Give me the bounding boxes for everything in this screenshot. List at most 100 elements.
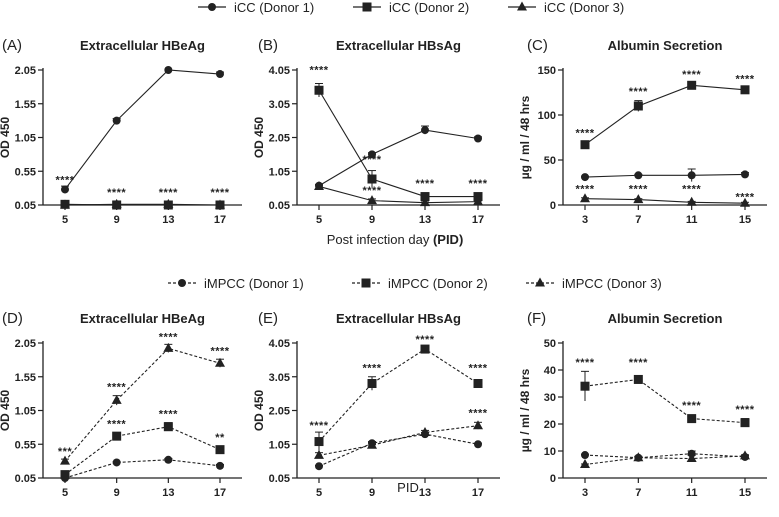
- data-point: [687, 171, 696, 180]
- data-point: [580, 193, 590, 203]
- series-circle: [315, 430, 482, 471]
- data-point: [581, 451, 589, 460]
- shared-xlabel-top-bold: (PID): [433, 232, 463, 247]
- data-point: [633, 101, 643, 111]
- significance-marker: ****: [468, 363, 487, 375]
- significance-marker: ****: [629, 183, 648, 195]
- data-point: [420, 344, 430, 354]
- legend-label: iMPCC (Donor 3): [562, 276, 662, 291]
- data-point: [163, 422, 173, 432]
- legend-icc: iCC (Donor 1) iCC (Donor 2) iCC (Donor 3): [198, 0, 624, 15]
- series-circle: [315, 125, 482, 190]
- x-tick-label: 3: [582, 487, 588, 499]
- series-triangle: [314, 420, 483, 459]
- data-point: [367, 379, 377, 388]
- chart-panel-b: (B) Extracellular HBsAg OD 450 0.05 1.05 2.05…: [252, 37, 500, 226]
- data-point: [741, 170, 749, 179]
- x-tick-label: 5: [316, 214, 322, 226]
- data-point: [634, 171, 643, 180]
- data-point: [686, 453, 697, 463]
- x-tick-label: 15: [739, 487, 751, 499]
- x-tick-label: 9: [369, 214, 375, 226]
- significance-marker: ****: [468, 408, 487, 420]
- chart-panel-a: (A) Extracellular HBeAg OD 450 0.05 0.55 1.05…: [0, 37, 242, 226]
- significance-marker: ****: [682, 400, 701, 412]
- legend-marker-triangle: [535, 277, 545, 287]
- series-line: [318, 129, 479, 187]
- significance-marker: **: [215, 432, 225, 444]
- significance-marker: ****: [682, 69, 701, 81]
- y-tick-label: 0.05: [15, 200, 36, 212]
- series-line: [64, 426, 221, 476]
- y-axis-label: OD 450: [252, 389, 266, 431]
- y-tick-label: 100: [538, 110, 556, 122]
- x-tick-label: 17: [214, 214, 226, 226]
- data-point: [473, 379, 483, 388]
- legend-impcc-item-3: iMPCC (Donor 3): [526, 276, 662, 291]
- chart-panel-d: (D) Extracellular HBeAg OD 450 0.05 0.55 1.05…: [0, 310, 242, 499]
- y-tick-label: 50: [544, 338, 556, 350]
- y-tick-label: 2.05: [15, 338, 36, 350]
- legend-marker-triangle: [517, 1, 527, 11]
- y-tick-label: 0: [550, 473, 556, 485]
- y-tick-label: 0.55: [15, 439, 36, 451]
- significance-marker: ****: [362, 185, 381, 197]
- significance-marker: ****: [107, 418, 126, 430]
- data-point: [215, 445, 225, 455]
- chart-panel-e: (E) Extracellular HBsAg OD 450 0.05 1.05 2.05…: [252, 310, 500, 499]
- data-point: [314, 85, 324, 95]
- legend-label: iMPCC (Donor 2): [388, 276, 488, 291]
- data-point: [580, 459, 590, 468]
- data-point: [163, 198, 174, 208]
- x-tick-label: 5: [62, 487, 68, 499]
- data-point: [580, 140, 590, 150]
- data-point: [581, 173, 589, 182]
- data-point: [164, 66, 173, 74]
- chart-title: Extracellular HBsAg: [336, 311, 461, 326]
- x-tick-label: 17: [472, 214, 484, 226]
- legend-impcc-item-1: iMPCC (Donor 1): [168, 276, 304, 291]
- chart-title: Albumin Secretion: [608, 38, 723, 53]
- series-square: [580, 370, 750, 428]
- x-tick-label: 7: [635, 487, 641, 499]
- data-point: [315, 462, 323, 471]
- y-axis-label: µg / ml / 48 hrs: [518, 95, 532, 179]
- legend-impcc: iMPCC (Donor 1) iMPCC (Donor 2) iMPCC (Don…: [168, 276, 662, 291]
- data-point: [60, 455, 70, 465]
- significance-marker: ****: [362, 154, 381, 166]
- x-tick-label: 17: [214, 487, 226, 499]
- data-point: [368, 150, 376, 159]
- panel-label: (F): [527, 310, 546, 327]
- y-tick-label: 50: [544, 155, 556, 167]
- data-point: [111, 198, 122, 208]
- panel-label: (D): [2, 310, 23, 327]
- chart-panel-c: (C) Albumin Secretion µg / ml / 48 hrs 0 50 1…: [518, 37, 767, 226]
- y-tick-label: 2.05: [269, 406, 290, 418]
- data-point: [740, 197, 750, 207]
- y-tick-label: 3.05: [269, 372, 290, 384]
- chart-title: Albumin Secretion: [608, 311, 723, 326]
- significance-marker: ****: [55, 174, 74, 186]
- significance-marker: ****: [210, 187, 229, 199]
- series-line: [584, 378, 746, 424]
- x-tick-label: 5: [62, 214, 68, 226]
- series-line: [584, 455, 746, 466]
- series-triangle: [580, 450, 750, 468]
- y-tick-label: 30: [544, 392, 556, 404]
- data-point: [111, 394, 122, 404]
- data-point: [314, 437, 324, 447]
- shared-xlabel-top: Post infection day (PID): [327, 232, 464, 247]
- chart-panel-f: (F) Albumin Secretion µg / ml / 48 hrs 0 10 2…: [518, 310, 767, 499]
- series-line: [318, 89, 478, 198]
- data-point: [164, 455, 173, 464]
- data-point: [314, 449, 324, 459]
- significance-marker: ****: [309, 420, 328, 432]
- data-point: [740, 450, 750, 460]
- legend-marker-circle: [178, 279, 186, 287]
- panel-label: (A): [2, 37, 22, 54]
- series-triangle: [314, 180, 483, 207]
- legend-icc-item-1: iCC (Donor 1): [198, 0, 314, 15]
- data-point: [474, 440, 482, 449]
- significance-marker: ****: [415, 178, 434, 190]
